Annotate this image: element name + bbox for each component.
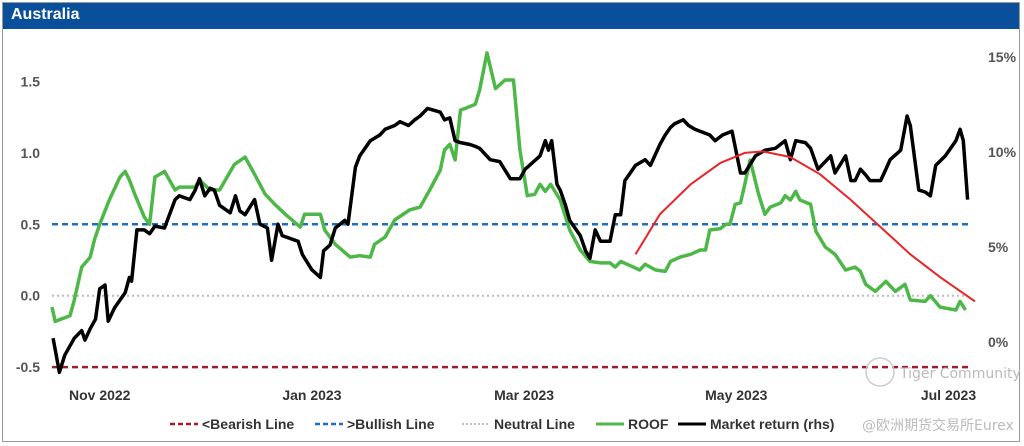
- x-tick-label: May 2023: [705, 387, 767, 403]
- watermark-line2: @欧洲期货交易所Eurex: [862, 417, 1014, 434]
- y-left-tick-label: 0.0: [21, 288, 41, 304]
- y-right-tick-label: 5%: [988, 239, 1009, 255]
- watermark-logo-icon: [865, 357, 895, 387]
- x-tick-label: Jul 2023: [921, 387, 976, 403]
- y-left-tick-label: 1.0: [21, 145, 41, 161]
- legend-label-bearish: <Bearish Line: [202, 416, 294, 432]
- series-lines: [50, 51, 976, 375]
- x-tick-label: Mar 2023: [494, 387, 554, 403]
- trend-arc-annotation: [634, 150, 976, 303]
- axis-ticks: 1.5 1.0 0.5 0.0 -0.5 15% 10% 5% 0% Nov 2022 Jan 20…: [16, 49, 1017, 403]
- legend-label-neutral: Neutral Line: [494, 416, 575, 432]
- chart-title: Australia: [11, 6, 80, 23]
- legend-label-bullish: >Bullish Line: [347, 416, 435, 432]
- legend-label-roof: ROOF: [628, 416, 669, 432]
- market-return-line: [51, 106, 970, 375]
- watermark-line1: Tiger Community: [899, 366, 1021, 382]
- legend: <Bearish Line >Bullish Line Neutral Line…: [170, 416, 834, 432]
- y-left-tick-label: 0.5: [21, 216, 41, 232]
- watermark: Tiger Community @欧洲期货交易所Eurex: [862, 357, 1021, 434]
- x-tick-label: Nov 2022: [69, 387, 131, 403]
- y-left-tick-label: 1.5: [21, 73, 41, 89]
- y-right-tick-label: 0%: [988, 334, 1009, 350]
- y-left-tick-label: -0.5: [16, 359, 40, 375]
- chart-title-bar: Australia: [2, 2, 1020, 29]
- x-tick-label: Jan 2023: [282, 387, 341, 403]
- legend-label-market: Market return (rhs): [710, 416, 834, 432]
- y-right-tick-label: 10%: [988, 144, 1017, 160]
- reference-lines: [52, 223, 968, 369]
- roof-line: [50, 51, 967, 324]
- y-right-tick-label: 15%: [988, 49, 1017, 65]
